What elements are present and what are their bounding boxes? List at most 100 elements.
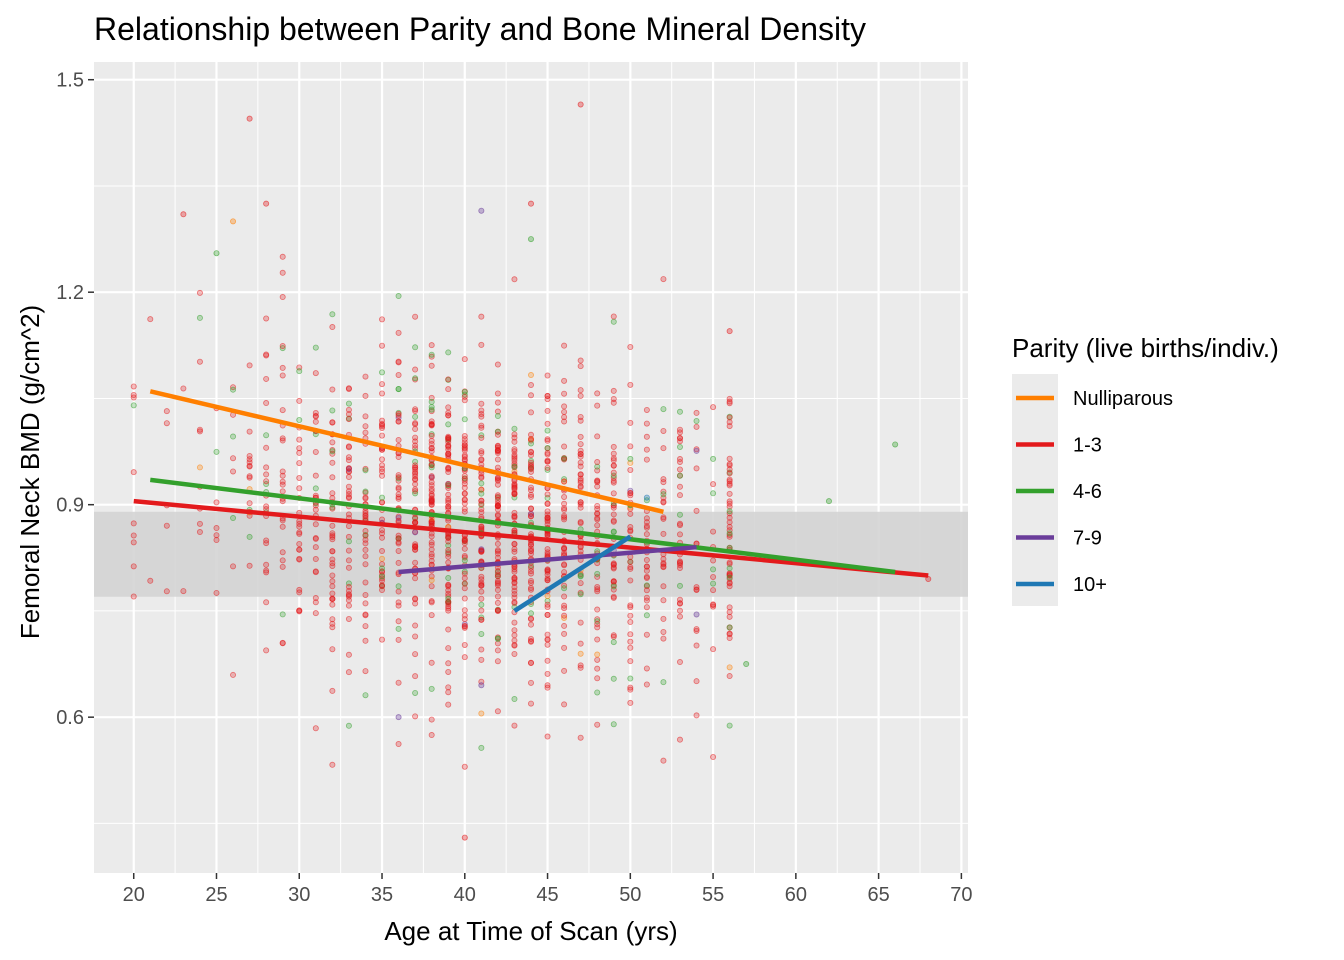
fit-line [150, 477, 896, 575]
data-point [544, 531, 551, 538]
data-point [660, 498, 667, 505]
data-point [494, 477, 501, 484]
data-point [610, 399, 617, 406]
data-point [461, 393, 468, 400]
data-point [246, 533, 253, 540]
data-point [511, 491, 518, 498]
data-point [345, 533, 352, 540]
data-point [279, 611, 286, 618]
data-point [445, 553, 452, 560]
legend-item-label: 1-3 [1073, 435, 1102, 457]
data-point [296, 589, 303, 596]
data-point [528, 568, 535, 575]
data-point [395, 540, 402, 547]
data-point [544, 392, 551, 399]
data-point [627, 381, 634, 388]
data-point [561, 622, 568, 629]
data-point [528, 449, 535, 456]
data-point [528, 505, 535, 512]
data-point [445, 582, 452, 589]
data-point [362, 532, 369, 539]
data-point [676, 472, 683, 479]
data-point [163, 522, 170, 529]
data-point [312, 725, 319, 732]
data-point [445, 404, 452, 411]
data-point [511, 513, 518, 520]
data-point [710, 602, 717, 609]
data-point [279, 407, 286, 414]
data-point [478, 486, 485, 493]
data-point [643, 557, 650, 564]
data-point [163, 588, 170, 595]
data-point [379, 456, 386, 463]
data-point [279, 549, 286, 556]
data-point [627, 459, 634, 466]
data-point [428, 520, 435, 527]
data-point [445, 442, 452, 449]
data-point [379, 494, 386, 501]
data-point [428, 351, 435, 358]
data-point [726, 609, 733, 616]
data-point [362, 413, 369, 420]
data-point [345, 538, 352, 545]
data-point [445, 590, 452, 597]
data-point [395, 418, 402, 425]
data-point [445, 605, 452, 612]
data-point [544, 549, 551, 556]
data-point [577, 580, 584, 587]
data-point [660, 635, 667, 642]
data-point [693, 678, 700, 685]
data-point [379, 432, 386, 439]
data-point [345, 587, 352, 594]
data-point [130, 402, 137, 409]
data-point [312, 502, 319, 509]
data-point [412, 426, 419, 433]
data-point [461, 445, 468, 452]
data-point [561, 516, 568, 523]
data-point [478, 595, 485, 602]
data-point [594, 689, 601, 696]
data-point [196, 314, 203, 321]
data-point [610, 490, 617, 497]
data-point [395, 741, 402, 748]
data-point [412, 542, 419, 549]
data-point [544, 445, 551, 452]
data-point [379, 534, 386, 541]
data-point [362, 512, 369, 519]
data-point [263, 200, 270, 207]
data-point [279, 269, 286, 276]
x-tick-label: 50 [619, 884, 641, 906]
data-point [213, 448, 220, 455]
data-point [329, 687, 336, 694]
data-point [627, 527, 634, 534]
data-point [345, 669, 352, 676]
data-point [594, 459, 601, 466]
data-point [246, 115, 253, 122]
legend: Parity (live births/indiv.) Nulliparous 1… [1012, 333, 1279, 606]
data-point [445, 466, 452, 473]
data-point [461, 540, 468, 547]
data-point [676, 520, 683, 527]
data-point [511, 722, 518, 729]
data-point [445, 701, 452, 708]
legend-item-label: 4-6 [1073, 481, 1102, 503]
data-point [379, 390, 386, 397]
data-point [710, 404, 717, 411]
data-point [693, 627, 700, 634]
data-point [445, 495, 452, 502]
data-point [494, 493, 501, 500]
data-point [445, 575, 452, 582]
data-point [561, 478, 568, 485]
data-point [395, 472, 402, 479]
data-point [379, 369, 386, 376]
data-point [230, 468, 237, 475]
data-point [445, 603, 452, 610]
data-point [544, 518, 551, 525]
data-point [246, 500, 253, 507]
data-point [627, 619, 634, 626]
data-point [395, 329, 402, 336]
data-point [627, 419, 634, 426]
data-point [345, 722, 352, 729]
data-point [412, 490, 419, 497]
data-point [610, 564, 617, 571]
